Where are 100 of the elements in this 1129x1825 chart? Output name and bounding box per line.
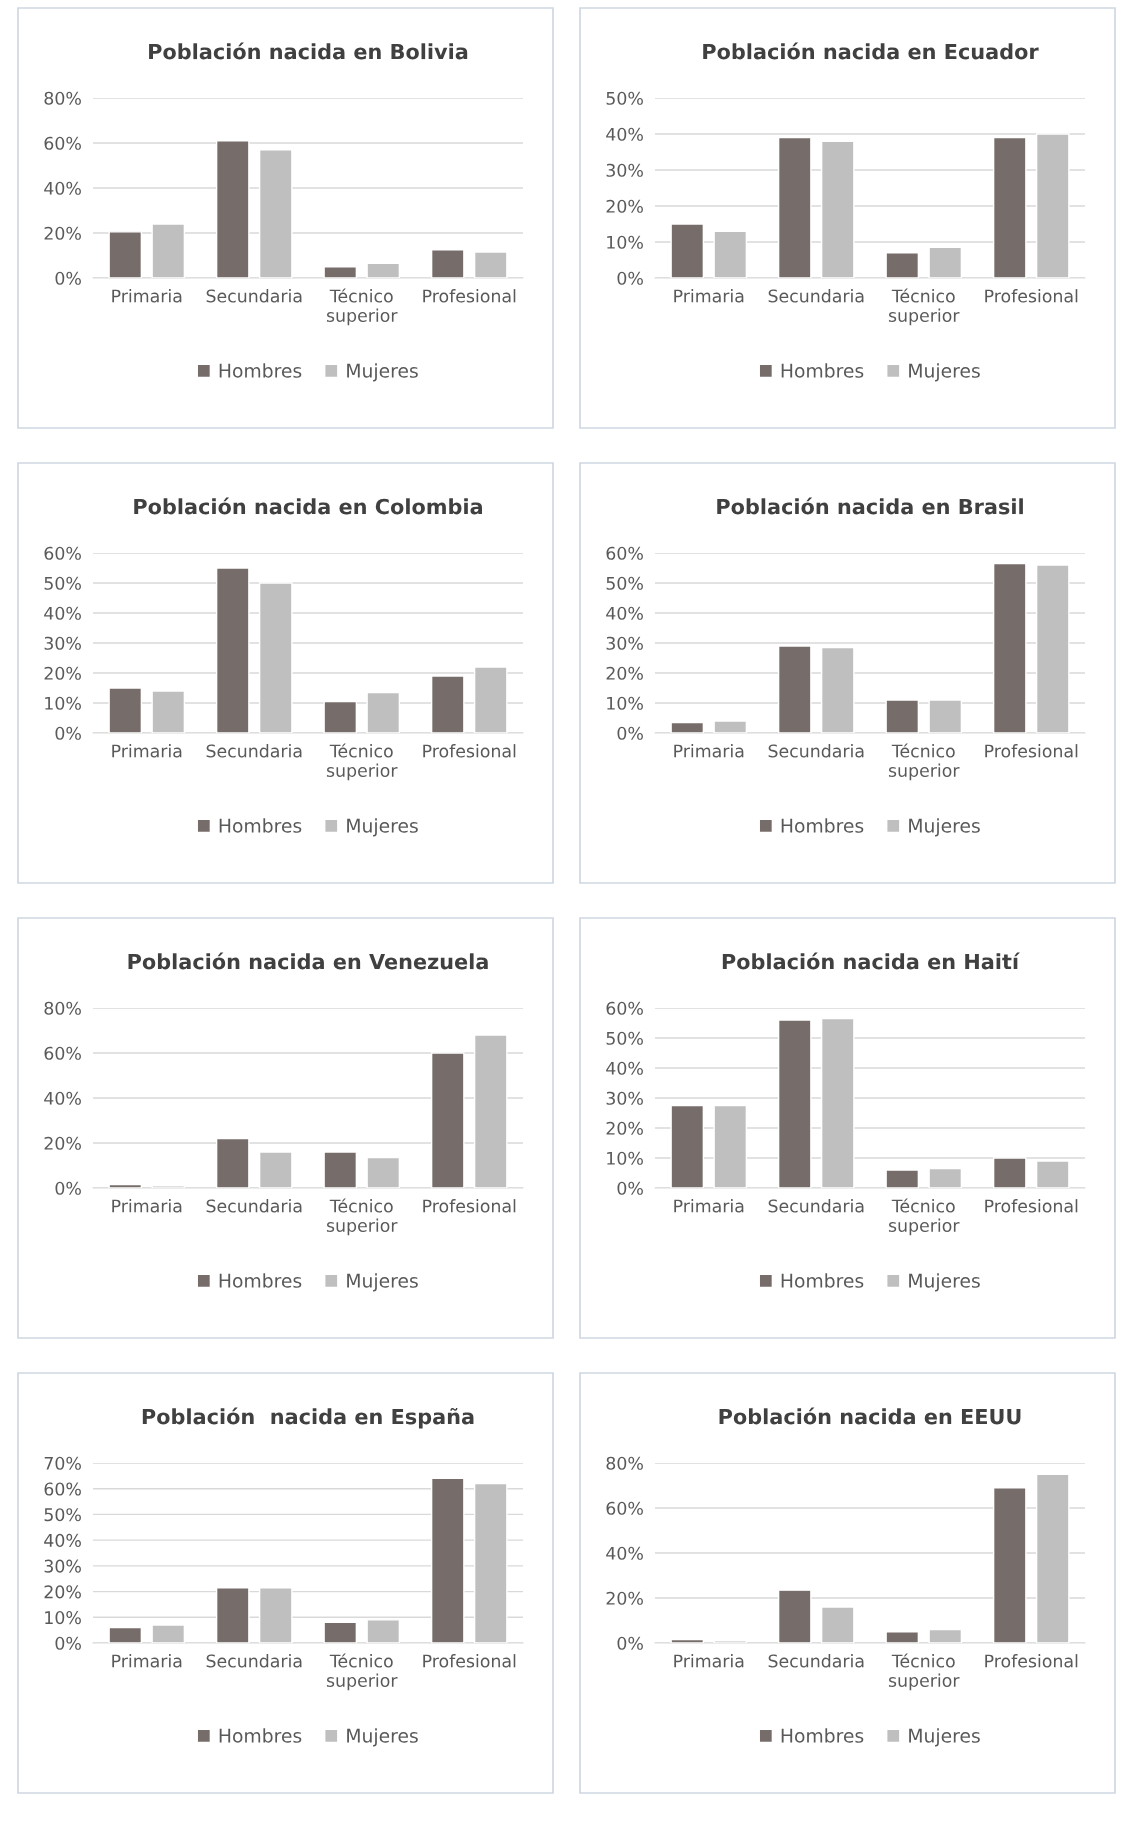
legend-label: Mujeres (909, 818, 980, 837)
legend-label: Mujeres (347, 363, 418, 382)
legend-label: Hombres (219, 363, 302, 378)
legend-label: Hombres (781, 1728, 864, 1743)
y-tick-label: 50% (606, 576, 643, 590)
y-tick-label: 50% (606, 91, 643, 105)
bar (992, 136, 1027, 278)
bar (670, 1638, 705, 1643)
x-tick-label: Primaria (674, 1654, 744, 1668)
x-tick-label: Secundaria (768, 289, 864, 303)
bar (108, 687, 143, 733)
y-tick-label: 0% (617, 1181, 643, 1195)
chart-title: Población nacida en Haití (722, 952, 1020, 970)
bar (215, 1137, 250, 1188)
y-tick-label: 20% (44, 1585, 81, 1599)
x-tick-label: Profesional (423, 289, 516, 303)
bar (820, 646, 855, 733)
y-tick-label: 60% (606, 1501, 643, 1515)
bar (258, 149, 293, 278)
bar (430, 675, 465, 733)
bar (885, 699, 920, 733)
x-tick-label: Primaria (112, 1654, 182, 1668)
y-tick-label: 10% (607, 1151, 643, 1165)
bar (215, 567, 250, 733)
legend-label: Mujeres (347, 1728, 418, 1747)
bar (473, 251, 508, 278)
bar (777, 1019, 812, 1188)
y-tick-label: 10% (607, 696, 643, 710)
x-tick-label: Secundaria (768, 1654, 864, 1668)
bar (366, 262, 401, 278)
chart-title: Población nacida en EEUU (719, 1407, 1021, 1425)
bar (820, 140, 855, 278)
bar (992, 1157, 1027, 1188)
bar (366, 691, 401, 733)
y-tick-label: 40% (606, 1061, 643, 1075)
x-tick-label: Secundaria (768, 744, 864, 758)
chart-title: Población nacida en Brasil (717, 497, 1023, 515)
x-tick-label: Profesional (423, 744, 516, 758)
y-tick-label: 30% (606, 636, 643, 650)
x-tick-label: Técnico superior (888, 288, 960, 326)
legend-label: Mujeres (909, 1728, 980, 1747)
y-tick-label: 20% (606, 199, 643, 213)
bar (323, 1621, 358, 1643)
y-tick-label: 50% (44, 1508, 81, 1522)
bar (151, 1185, 186, 1188)
legend-label: Mujeres (909, 363, 980, 382)
bar (366, 1619, 401, 1643)
y-tick-label: 70% (44, 1456, 81, 1470)
y-tick-label: 0% (617, 1636, 643, 1650)
chart-title: Población nacida en Venezuela (128, 952, 488, 970)
bar (430, 1477, 465, 1643)
x-tick-label: Técnico superior (326, 743, 398, 781)
bar (777, 645, 812, 733)
bar (885, 252, 920, 278)
y-tick-label: 80% (44, 91, 81, 105)
bar (473, 666, 508, 733)
bar (151, 690, 186, 733)
y-tick-label: 20% (606, 1121, 643, 1135)
bar (430, 1052, 465, 1188)
chart-title: Población nacida en Ecuador (703, 42, 1039, 60)
bar (108, 231, 143, 278)
y-tick-label: 60% (44, 546, 81, 560)
legend-label: Hombres (219, 1273, 302, 1288)
y-tick-label: 50% (606, 1031, 643, 1045)
y-tick-label: 30% (44, 1559, 81, 1573)
y-tick-label: 30% (606, 1091, 643, 1105)
x-tick-label: Profesional (985, 744, 1078, 758)
chart-title: Población nacida en Bolivia (149, 42, 468, 60)
x-tick-label: Profesional (985, 289, 1078, 303)
x-tick-label: Primaria (674, 744, 744, 758)
x-tick-label: Técnico superior (326, 288, 398, 326)
bar (215, 140, 250, 278)
x-tick-label: Primaria (112, 744, 182, 758)
bar (820, 1017, 855, 1188)
x-tick-label: Secundaria (768, 1199, 864, 1213)
bar (473, 1482, 508, 1643)
y-tick-label: 40% (606, 1546, 643, 1560)
bar (473, 1034, 508, 1188)
y-tick-label: 10% (45, 1611, 81, 1625)
legend-label: Mujeres (347, 1273, 418, 1292)
bar (777, 136, 812, 278)
x-tick-label: Profesional (985, 1199, 1078, 1213)
legend-label: Hombres (219, 818, 302, 833)
x-tick-label: Primaria (674, 289, 744, 303)
bar (670, 1104, 705, 1188)
y-tick-label: 40% (44, 181, 81, 195)
bar (151, 223, 186, 278)
x-tick-label: Secundaria (206, 289, 302, 303)
y-tick-label: 40% (606, 127, 643, 141)
chart-title: Población nacida en España (142, 1407, 474, 1429)
y-tick-label: 0% (55, 1181, 81, 1195)
bar (215, 1587, 250, 1643)
y-tick-label: 0% (55, 1636, 81, 1650)
legend-label: Hombres (781, 818, 864, 833)
bar (1035, 133, 1070, 278)
legend-label: Hombres (781, 363, 864, 378)
bar (323, 700, 358, 733)
x-tick-label: Profesional (985, 1654, 1078, 1668)
bar (108, 1183, 143, 1188)
bar (885, 1631, 920, 1643)
